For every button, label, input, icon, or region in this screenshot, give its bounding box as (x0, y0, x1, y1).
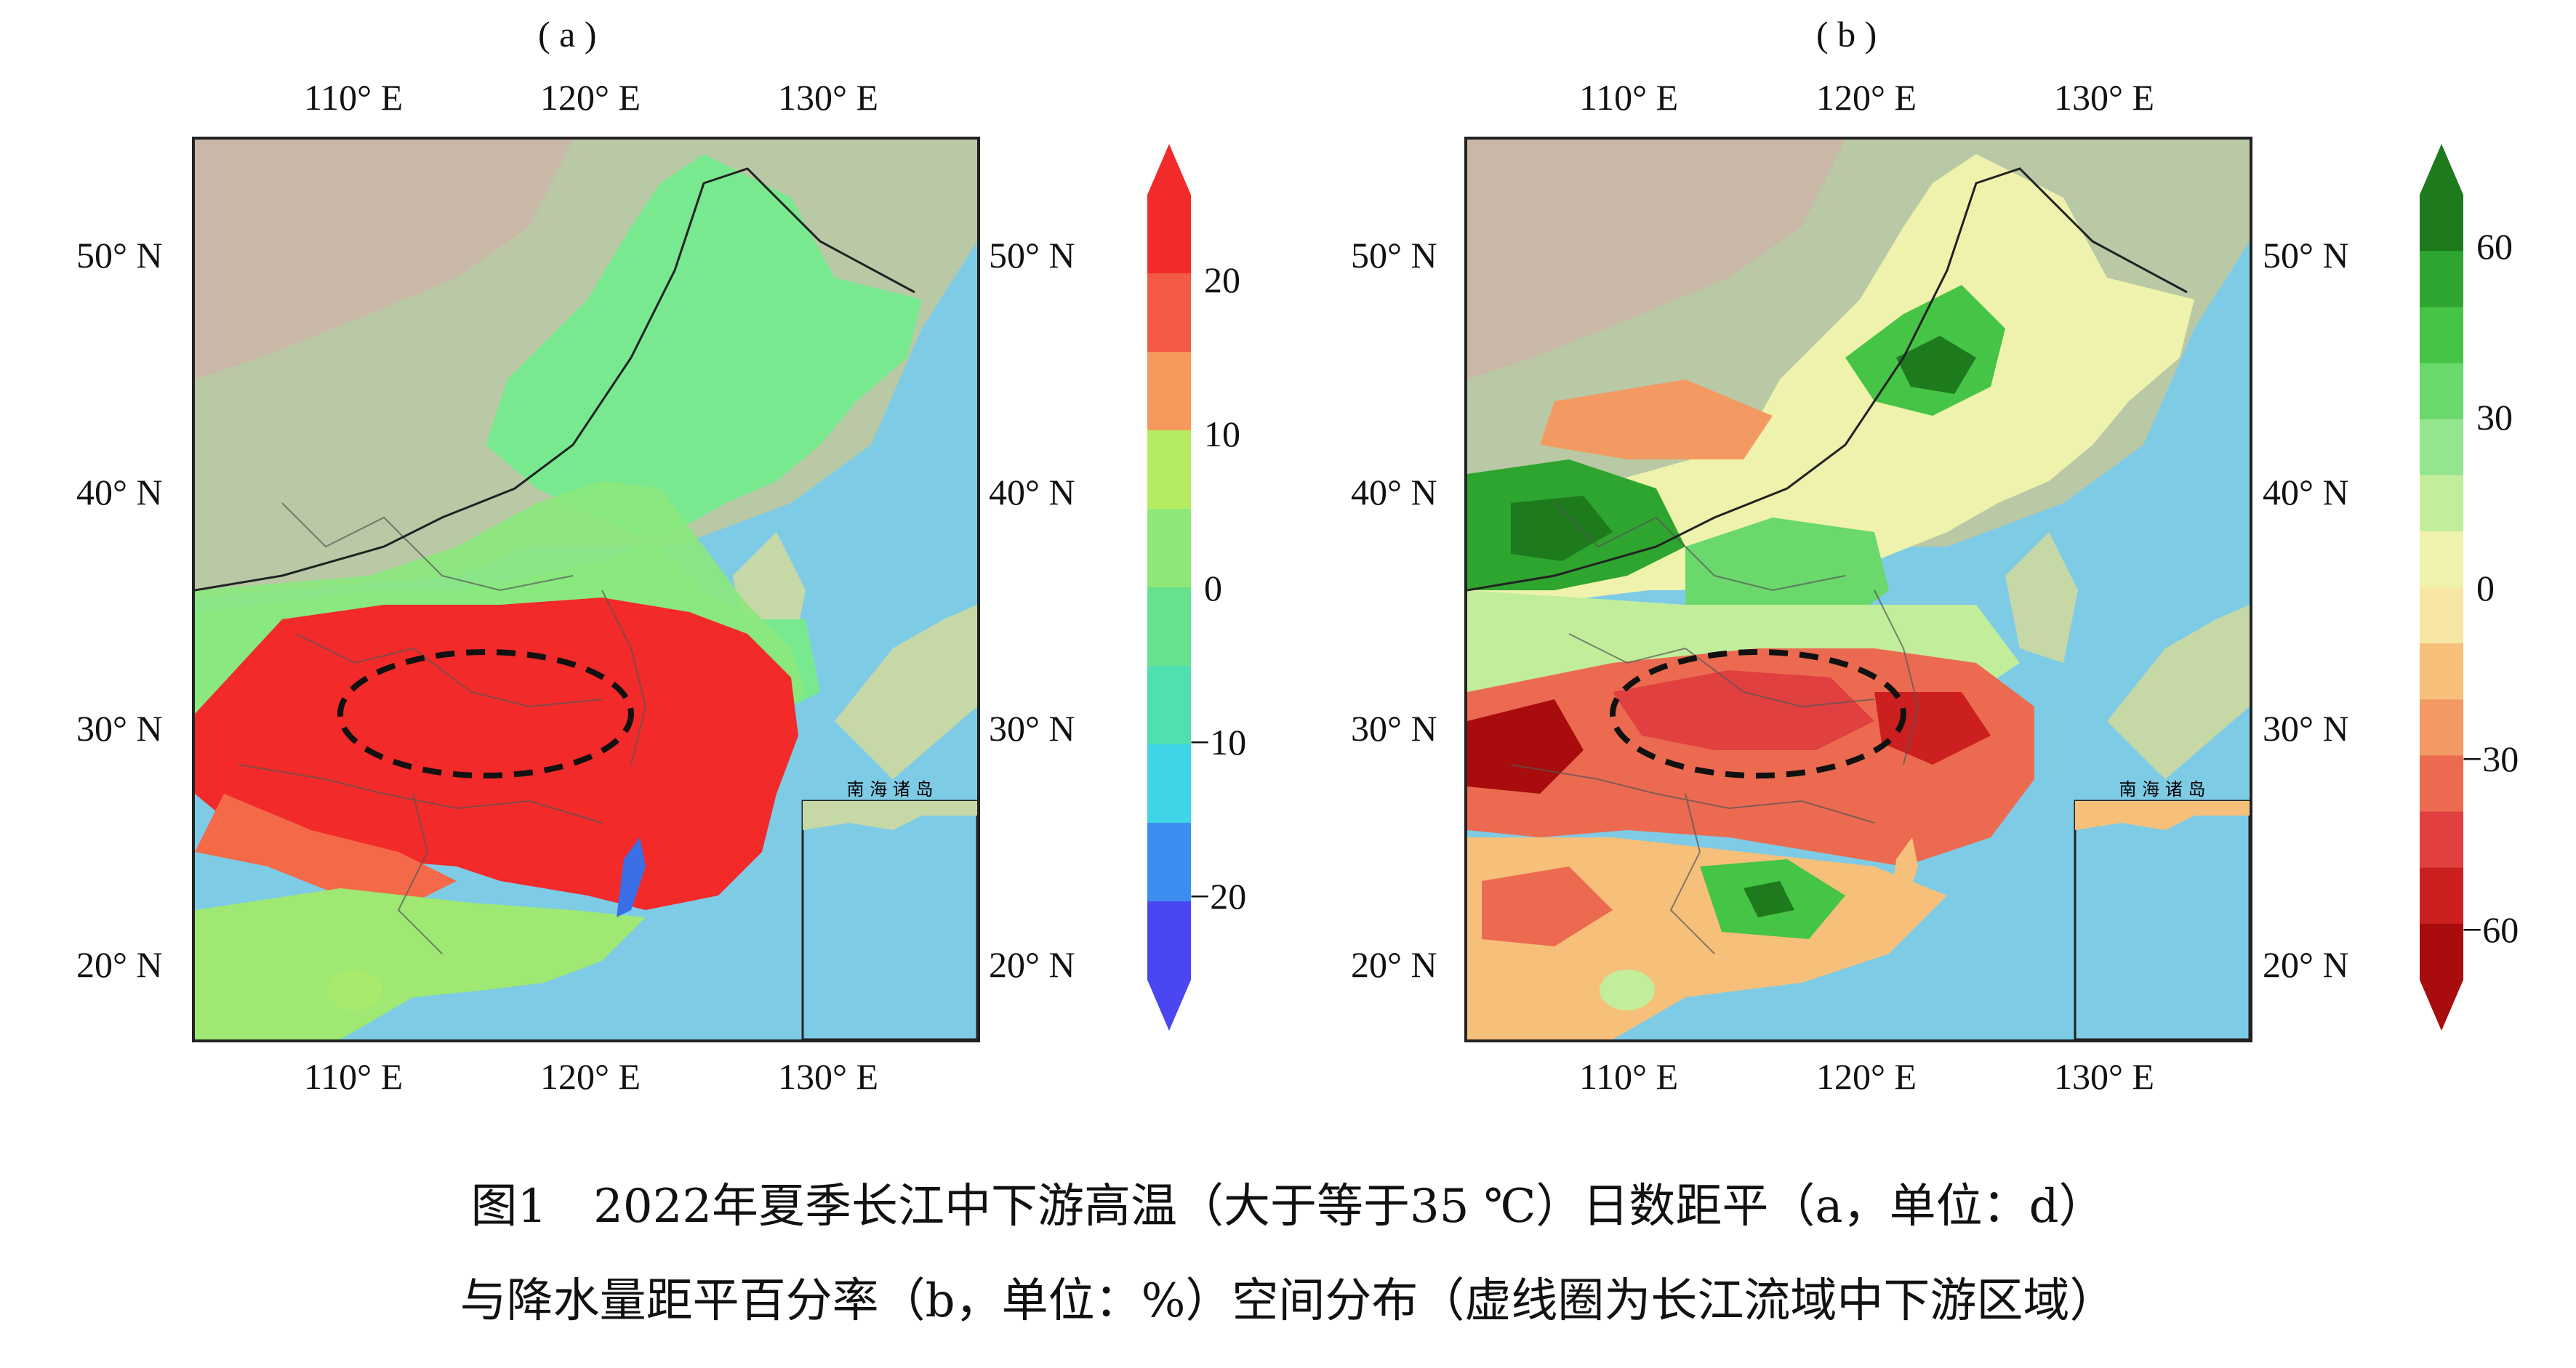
colorbar-a-segment (1147, 901, 1191, 981)
map-panel-b: 南 海 诸 岛 (1464, 137, 2252, 1042)
colorbar-a-top-arrow (1147, 144, 1191, 195)
colorbar-b-segment (2420, 755, 2463, 813)
lat-label-right-a-20: 20° N (989, 944, 1075, 985)
figure-caption-line-2: 与降水量距平百分率（b，单位：%）空间分布（虚线圈为长江流域中下游区域） (460, 1274, 2116, 1328)
colorbar-a-segment (1147, 666, 1191, 745)
colorbar-b (2420, 144, 2463, 1031)
colorbar-b-tick-neg30: −30 (2462, 739, 2519, 779)
lon-label-bottom-b-110: 110° E (1579, 1056, 1679, 1097)
colorbar-a-tick-neg20: −20 (1189, 876, 1247, 917)
colorbar-a-segment (1147, 587, 1191, 667)
colorbar-a-segment (1147, 273, 1191, 353)
lon-label-bottom-b-130: 130° E (2054, 1056, 2155, 1097)
colorbar-b-tick-60: 60 (2476, 226, 2513, 267)
colorbar-a-tick-0: 0 (1204, 568, 1222, 608)
lon-label-top-a-130: 130° E (778, 77, 879, 118)
lon-label-bottom-a-130: 130° E (778, 1056, 879, 1097)
inset-label-a: 南 海 诸 岛 (847, 779, 934, 800)
lon-label-bottom-a-120: 120° E (540, 1056, 641, 1097)
colorbar-b-segment (2420, 419, 2463, 476)
lat-label-left-b-50: 50° N (1351, 235, 1437, 275)
lat-label-right-a-30: 30° N (989, 708, 1075, 749)
lat-label-left-b-30: 30° N (1351, 708, 1437, 749)
colorbar-b-tick-0: 0 (2476, 568, 2495, 608)
map-panel-a: 南 海 诸 岛 (192, 137, 980, 1042)
lon-label-top-b-120: 120° E (1816, 77, 1917, 118)
figure-caption-line-1: 图1 2022年夏季长江中下游高温（大于等于35 ℃）日数距平（a，单位：d） (470, 1180, 2106, 1234)
colorbar-b-segment (2420, 923, 2463, 981)
colorbar-a-segment (1147, 430, 1191, 510)
lon-label-top-b-130: 130° E (2054, 77, 2155, 118)
colorbar-b-segment (2420, 587, 2463, 644)
lon-label-top-a-110: 110° E (304, 77, 404, 118)
colorbar-a-segment (1147, 195, 1191, 274)
colorbar-b-segment (2420, 699, 2463, 756)
panel-a-letter: ( a ) (538, 14, 597, 55)
lat-label-left-b-20: 20° N (1351, 944, 1437, 985)
colorbar-a-segment (1147, 352, 1191, 431)
colorbar-b-segment (2420, 531, 2463, 588)
inset-label-b: 南 海 诸 岛 (2119, 779, 2206, 800)
lon-label-top-b-110: 110° E (1579, 77, 1679, 118)
colorbar-a-segment (1147, 744, 1191, 824)
colorbar-a-bottom-arrow (1147, 980, 1191, 1031)
colorbar-a-tick-20: 20 (1204, 259, 1240, 300)
lat-label-right-b-20: 20° N (2263, 944, 2349, 985)
colorbar-b-segment (2420, 307, 2463, 363)
colorbar-b-segment (2420, 867, 2463, 925)
colorbar-b-segment (2420, 811, 2463, 869)
colorbar-b-segment (2420, 643, 2463, 700)
colorbar-b-tick-neg60: −60 (2462, 909, 2519, 950)
colorbar-b-segment (2420, 363, 2463, 420)
colorbar-a (1147, 144, 1191, 1031)
lat-label-left-a-50: 50° N (76, 235, 163, 275)
lat-label-right-a-40: 40° N (989, 472, 1075, 512)
panel-b-letter: ( b ) (1816, 14, 1877, 55)
lat-label-right-b-50: 50° N (2263, 235, 2349, 275)
colorbar-a-tick-neg10: −10 (1189, 722, 1247, 763)
lat-label-right-b-30: 30° N (2263, 708, 2349, 749)
lat-label-left-b-40: 40° N (1351, 472, 1437, 512)
colorbar-a-segment (1147, 823, 1191, 902)
lat-label-left-a-20: 20° N (76, 944, 163, 985)
lat-label-left-a-30: 30° N (76, 708, 163, 749)
colorbar-b-top-arrow (2420, 144, 2463, 195)
colorbar-b-bottom-arrow (2420, 980, 2463, 1031)
lat-label-right-b-40: 40° N (2263, 472, 2349, 512)
colorbar-a-tick-10: 10 (1204, 414, 1240, 454)
colorbar-b-tick-30: 30 (2476, 397, 2513, 438)
colorbar-b-segment (2420, 475, 2463, 532)
lat-label-right-a-50: 50° N (989, 235, 1075, 275)
lon-label-top-a-120: 120° E (540, 77, 641, 118)
lon-label-bottom-a-110: 110° E (304, 1056, 404, 1097)
colorbar-b-segment (2420, 251, 2463, 307)
colorbar-b-segment (2420, 195, 2463, 252)
lat-label-left-a-40: 40° N (76, 472, 163, 512)
colorbar-a-segment (1147, 509, 1191, 588)
lon-label-bottom-b-120: 120° E (1816, 1056, 1917, 1097)
